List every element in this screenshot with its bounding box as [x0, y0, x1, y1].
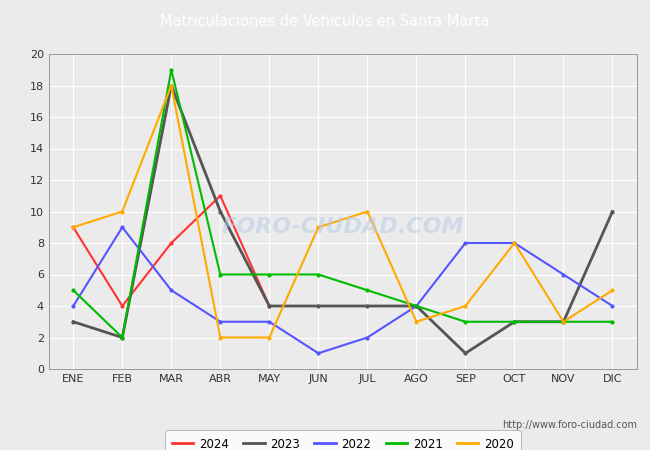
Text: http://www.foro-ciudad.com: http://www.foro-ciudad.com [502, 420, 637, 430]
Text: FORO-CIUDAD.COM: FORO-CIUDAD.COM [222, 217, 464, 237]
Legend: 2024, 2023, 2022, 2021, 2020: 2024, 2023, 2022, 2021, 2020 [165, 431, 521, 450]
Text: Matriculaciones de Vehiculos en Santa Marta: Matriculaciones de Vehiculos en Santa Ma… [161, 14, 489, 28]
